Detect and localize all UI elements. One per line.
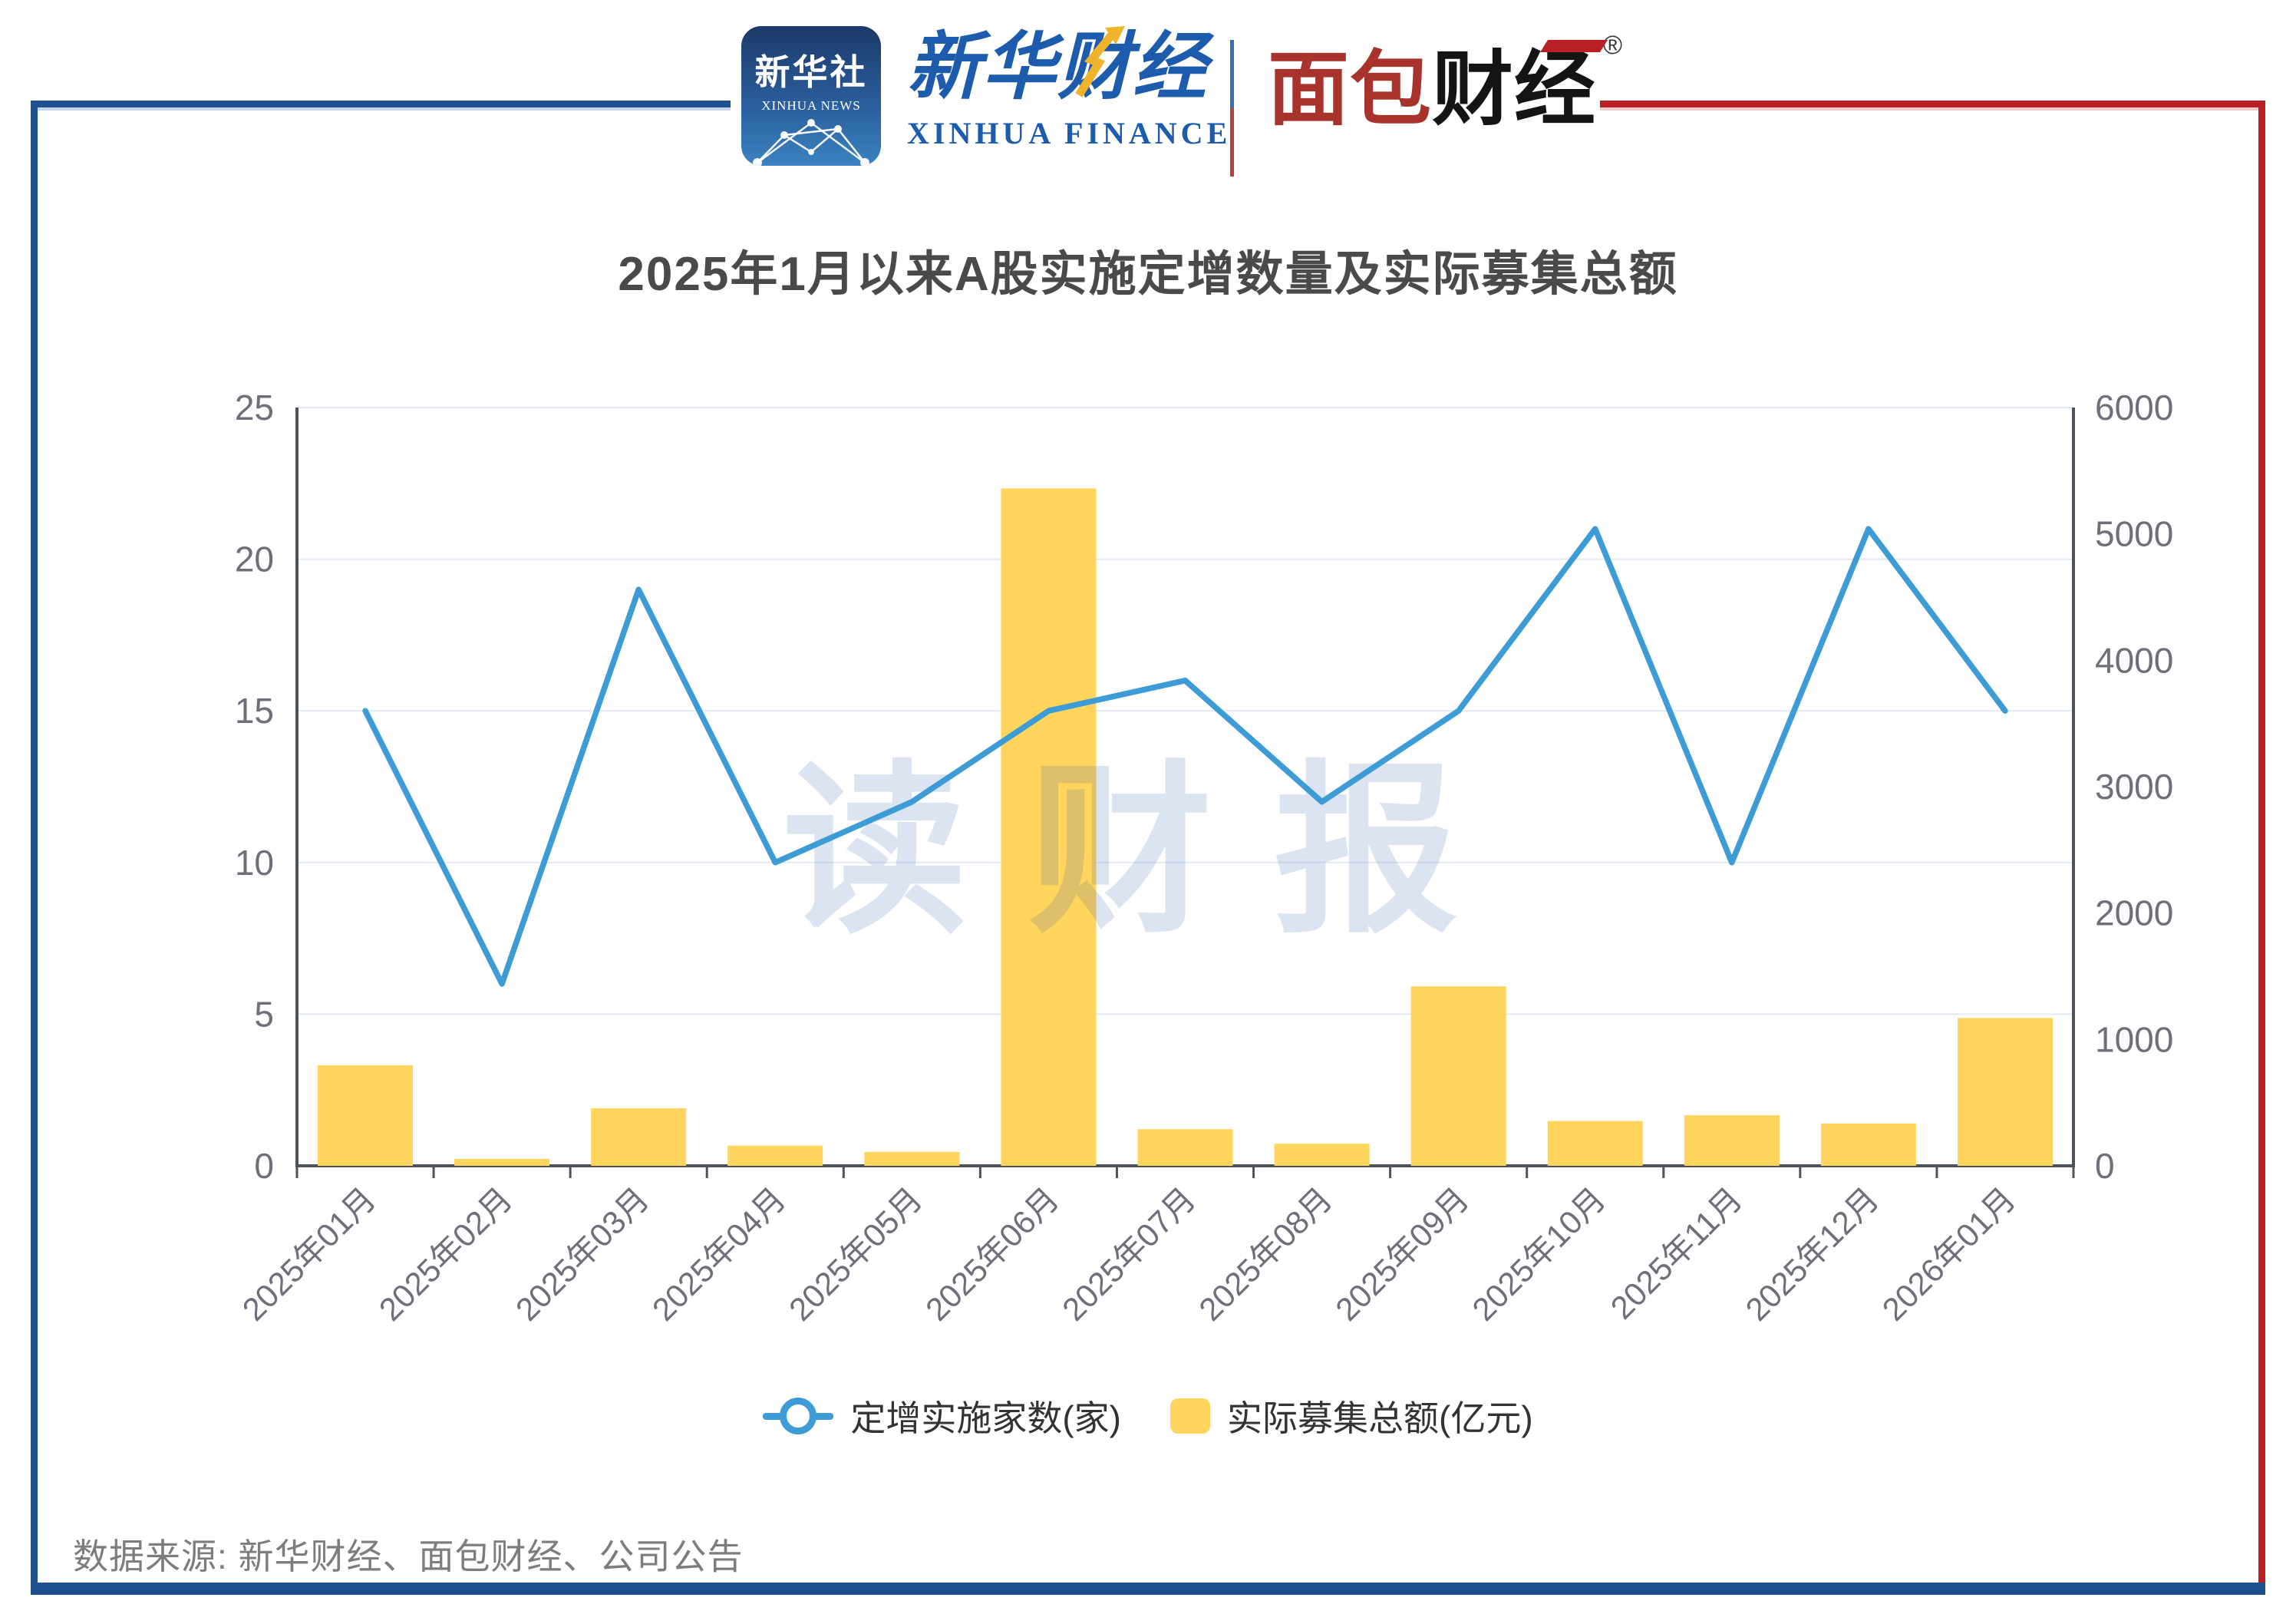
bar[interactable] xyxy=(1957,1018,2053,1166)
frame-right-red-line xyxy=(2258,101,2265,1594)
data-source-note: 数据来源: 新华财经、面包财经、公司公告 xyxy=(73,1537,744,1576)
right-axis-tick-label: 3000 xyxy=(2095,767,2173,807)
frame-bottom-blue-bar xyxy=(31,1583,2265,1595)
bread-finance-black-text: 财经 xyxy=(1432,45,1596,135)
right-axis-tick-label: 6000 xyxy=(2095,388,2173,427)
bar-series-marker-icon xyxy=(1170,1398,1210,1434)
frame-top-blue-line-light xyxy=(31,107,731,111)
x-axis-category-label: 2025年03月 xyxy=(509,1180,656,1328)
x-axis-category-label: 2025年11月 xyxy=(1604,1180,1750,1326)
watermark-text: 读财报 xyxy=(783,748,1519,954)
x-axis-category-label: 2026年01月 xyxy=(1875,1180,2023,1328)
xinhua-finance-logo-subtext: XINHUA FINANCE xyxy=(907,116,1232,150)
legend-item-bar-series[interactable]: 实际募集总额(亿元) xyxy=(1170,1391,1533,1441)
xinhua-news-logo-subtext: XINHUA NEWS xyxy=(761,98,861,113)
registered-trademark-icon: ® xyxy=(1602,31,1622,60)
bar[interactable] xyxy=(1547,1121,1643,1166)
logo-divider xyxy=(1230,40,1234,177)
bar[interactable] xyxy=(454,1158,550,1166)
bar[interactable] xyxy=(1001,488,1097,1166)
x-axis-category-label: 2025年12月 xyxy=(1739,1180,1886,1328)
bar[interactable] xyxy=(864,1151,960,1166)
x-axis-category-label: 2025年02月 xyxy=(372,1180,520,1328)
xinhua-news-logo: 新华社 XINHUA NEWS xyxy=(741,26,881,166)
bar[interactable] xyxy=(1137,1129,1233,1166)
frame-left-blue-line xyxy=(31,101,38,1594)
right-axis-tick-label: 5000 xyxy=(2095,514,2173,554)
bar[interactable] xyxy=(1684,1115,1780,1166)
left-axis-tick-label: 5 xyxy=(254,994,274,1034)
right-axis-tick-label: 0 xyxy=(2095,1146,2115,1186)
right-axis-tick-label: 2000 xyxy=(2095,893,2173,933)
bar[interactable] xyxy=(318,1065,414,1166)
xinhua-news-logo-text: 新华社 xyxy=(754,52,868,92)
x-axis-category-label: 2025年04月 xyxy=(645,1180,793,1328)
frame-top-red-line xyxy=(1600,101,2265,107)
legend-label-bar-series: 实际募集总额(亿元) xyxy=(1227,1398,1533,1438)
network-globe-icon xyxy=(753,119,869,166)
x-axis-category-label: 2025年09月 xyxy=(1328,1180,1476,1328)
right-axis-tick-label: 1000 xyxy=(2095,1019,2173,1059)
right-axis-tick-label: 4000 xyxy=(2095,640,2173,680)
line-series[interactable] xyxy=(362,526,2008,987)
x-axis-category-label: 2025年07月 xyxy=(1055,1180,1202,1328)
x-axis-category-label: 2025年01月 xyxy=(236,1180,383,1328)
x-axis-category-label: 2025年06月 xyxy=(919,1180,1066,1328)
xinhua-finance-logo: 新华财经 XINHUA FINANCE xyxy=(907,21,1232,151)
left-axis-tick-label: 20 xyxy=(235,540,274,579)
bar[interactable] xyxy=(591,1108,687,1166)
left-axis-tick-label: 10 xyxy=(235,843,274,883)
chart-legend: 定增实施家数(家) 实际募集总额(亿元) xyxy=(0,1391,2296,1441)
legend-label-line-series: 定增实施家数(家) xyxy=(850,1398,1121,1438)
xinhua-finance-logotype: 新华财经 xyxy=(907,26,1208,108)
frame-top-blue-line xyxy=(31,101,731,107)
bread-finance-logo: 面包财经 ® xyxy=(1268,31,1622,145)
left-axis-tick-label: 0 xyxy=(254,1146,274,1186)
x-axis-category-label: 2025年05月 xyxy=(782,1180,929,1328)
x-axis-category-label: 2025年08月 xyxy=(1192,1180,1339,1328)
bread-finance-red-text: 面包 xyxy=(1268,45,1432,135)
left-axis-tick-label: 15 xyxy=(235,691,274,731)
bar[interactable] xyxy=(727,1145,823,1166)
yellow-arrow-icon xyxy=(1075,26,1125,97)
left-axis-tick-label: 25 xyxy=(235,388,274,427)
frame-top-red-line-light xyxy=(1600,107,2265,111)
chart-title: 2025年1月以来A股实施定增数量及实际募集总额 xyxy=(618,248,1678,301)
x-axis-category-label: 2025年10月 xyxy=(1465,1180,1612,1328)
bar[interactable] xyxy=(1410,986,1506,1166)
bar[interactable] xyxy=(1820,1123,1916,1166)
bar[interactable] xyxy=(1274,1144,1370,1166)
line-series-marker-icon xyxy=(763,1398,834,1434)
legend-item-line-series[interactable]: 定增实施家数(家) xyxy=(763,1391,1121,1441)
